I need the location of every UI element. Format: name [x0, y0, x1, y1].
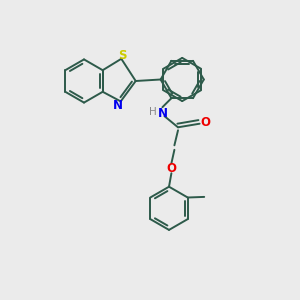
Text: N: N — [113, 99, 123, 112]
Text: N: N — [158, 107, 167, 120]
Text: O: O — [167, 162, 177, 175]
Text: O: O — [200, 116, 210, 129]
Text: H: H — [149, 107, 157, 117]
Text: S: S — [118, 49, 126, 62]
